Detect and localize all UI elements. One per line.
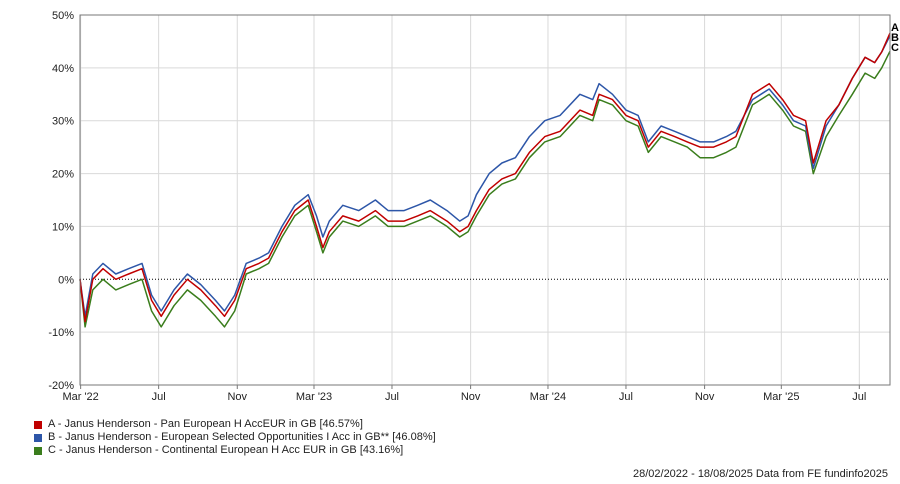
y-tick-label: 40% <box>52 63 74 75</box>
performance-chart: 50%40%30%20%10%0%-10%-20% Mar '22 Jul Nov M… <box>48 10 899 403</box>
x-tick-label: Jul <box>619 391 633 403</box>
y-axis: 50% 40% 30% 20% 10% 0% -10% -20% <box>48 10 74 392</box>
x-tick-label: Jul <box>385 391 399 403</box>
x-tick-label: Mar '24 <box>530 391 566 403</box>
legend-label-b: B - Janus Henderson - European Selected … <box>48 431 436 443</box>
plot-frame <box>79 14 891 386</box>
legend-label-a: A - Janus Henderson - Pan European H Acc… <box>48 418 363 430</box>
legend-item-a: A - Janus Henderson - Pan European H Acc… <box>34 418 436 431</box>
x-tick-label: Jul <box>152 391 166 403</box>
legend-swatch-c <box>34 446 42 455</box>
legend-swatch-a <box>34 420 42 429</box>
series-lines <box>79 32 891 328</box>
x-tick-label: Nov <box>227 391 247 403</box>
legend-swatch-b <box>34 433 42 442</box>
y-tick-label: 0% <box>58 274 74 286</box>
x-axis: Mar '22 Jul Nov Mar '23 Jul Nov Mar '24 Jul Nov M… <box>62 385 866 403</box>
y-tick-label: 50% <box>52 10 74 22</box>
legend-label-c: C - Janus Henderson - Continental Europe… <box>48 444 404 456</box>
grid <box>80 14 890 386</box>
y-tick-label: 30% <box>52 116 74 128</box>
end-label-c: C <box>891 42 899 54</box>
end-label-b: B <box>891 32 899 44</box>
y-tick-label: 20% <box>52 169 74 181</box>
legend-item-b: B - Janus Henderson - European Selected … <box>34 431 436 444</box>
footer-source: 28/02/2022 - 18/08/2025 Data from FE fun… <box>632 468 888 480</box>
series-line-a <box>79 32 891 323</box>
series-line-b <box>79 35 891 318</box>
y-tick-label: -10% <box>48 327 74 339</box>
legend: A - Janus Henderson - Pan European H Acc… <box>34 418 436 457</box>
y-tick-label: -20% <box>48 380 74 392</box>
x-tick-label: Mar '23 <box>296 391 332 403</box>
x-tick-label: Jul <box>852 391 866 403</box>
legend-item-c: C - Janus Henderson - Continental Europe… <box>34 444 436 457</box>
series-line-c <box>79 50 891 328</box>
x-tick-label: Mar '25 <box>763 391 799 403</box>
y-tick-label: 10% <box>52 221 74 233</box>
x-tick-label: Nov <box>695 391 715 403</box>
x-tick-label: Mar '22 <box>62 391 98 403</box>
series-end-labels: ABC <box>891 22 899 54</box>
end-label-a: A <box>891 22 899 34</box>
x-tick-label: Nov <box>461 391 481 403</box>
